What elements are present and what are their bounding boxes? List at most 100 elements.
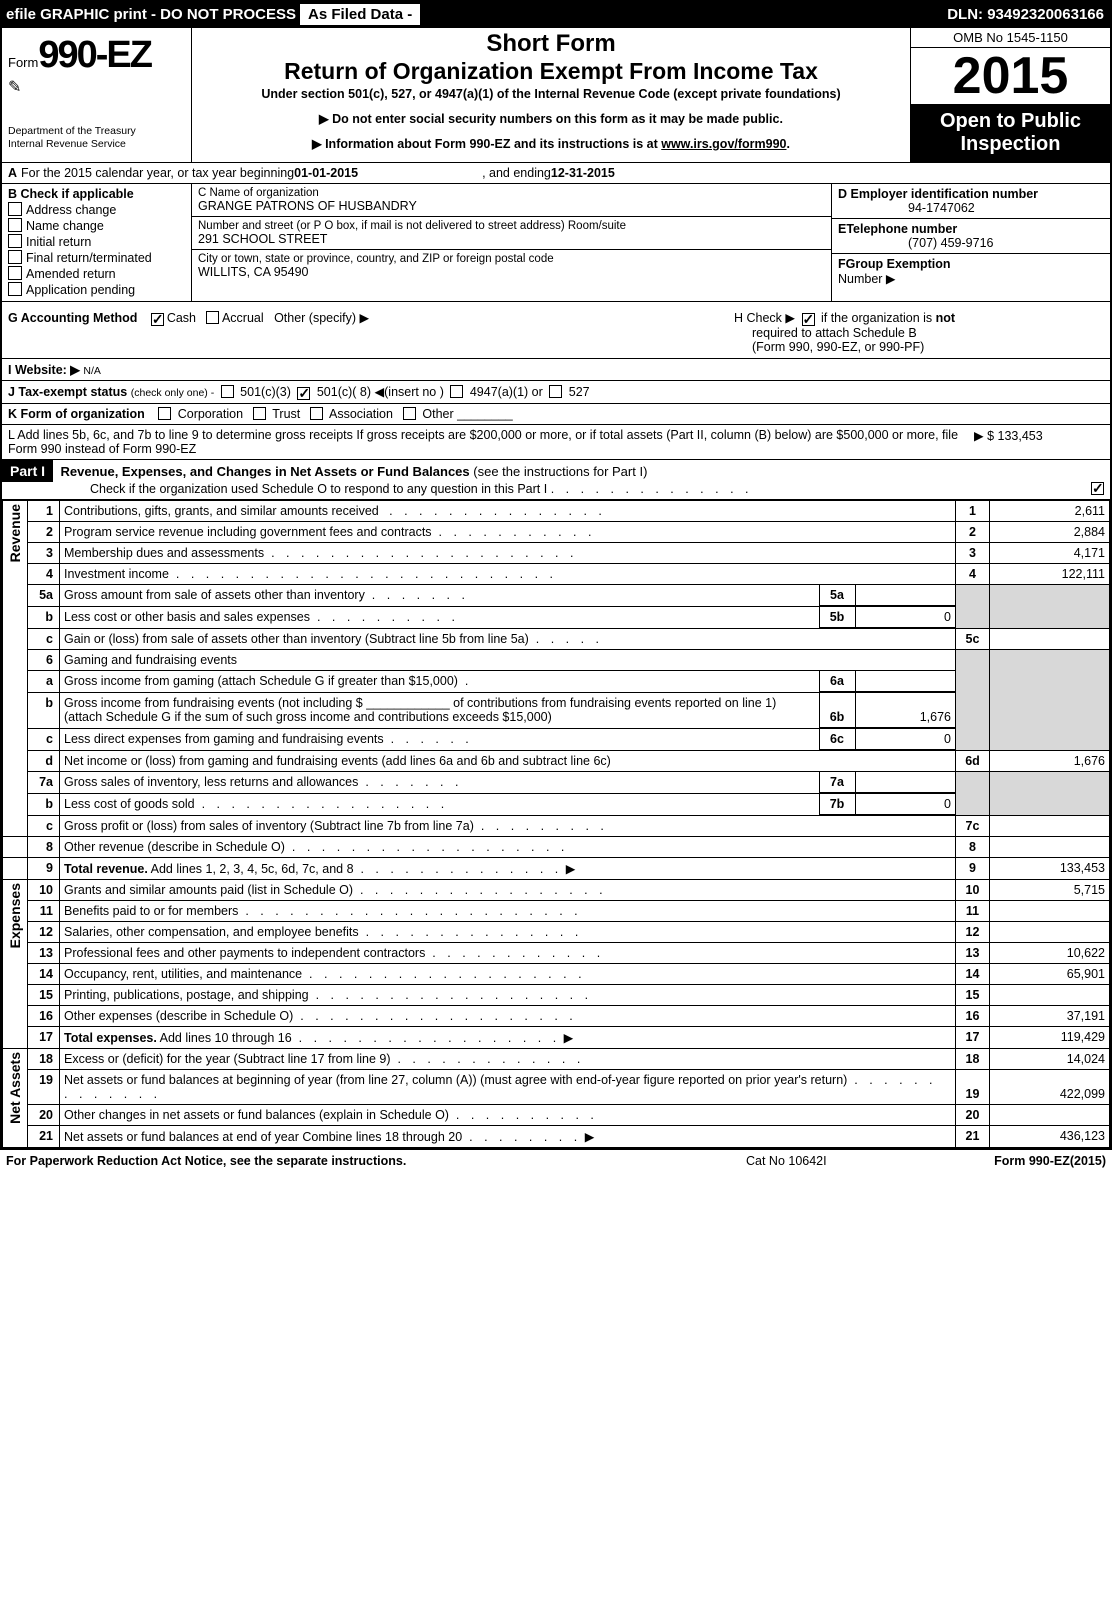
line-6b: b Gross income from fundraising events (… xyxy=(3,693,1110,729)
c-street-value: 291 SCHOOL STREET xyxy=(198,232,825,246)
f-label: FGroup Exemption xyxy=(838,257,951,271)
h-post: if the organization is xyxy=(821,311,936,325)
chk-address-change[interactable]: Address change xyxy=(8,202,185,217)
line-7b: b Less cost of goods sold . . . . . . . … xyxy=(3,793,1110,815)
line-6a: a Gross income from gaming (attach Sched… xyxy=(3,671,1110,693)
chk-final-return[interactable]: Final return/terminated xyxy=(8,250,185,265)
line-6: 6Gaming and fundraising events xyxy=(3,650,1110,671)
j-o3: 4947(a)(1) or xyxy=(470,385,543,399)
line-15: 15Printing, publications, postage, and s… xyxy=(3,984,1110,1005)
row-a-label: A xyxy=(8,166,17,180)
line-21: 21Net assets or fund balances at end of … xyxy=(3,1125,1110,1147)
chk-501c[interactable] xyxy=(297,387,310,400)
chk-527[interactable] xyxy=(549,385,562,398)
line-17: 17Total expenses. Add lines 10 through 1… xyxy=(3,1026,1110,1048)
form-number-big: 990-EZ xyxy=(38,34,151,76)
c-city-value: WILLITS, CA 95490 xyxy=(198,265,825,279)
k-o2: Trust xyxy=(272,407,300,421)
chk-501c3[interactable] xyxy=(221,385,234,398)
line-16: 16Other expenses (describe in Schedule O… xyxy=(3,1005,1110,1026)
chk-accrual[interactable] xyxy=(206,311,219,324)
row-gh: G Accounting Method Cash Accrual Other (… xyxy=(2,302,1110,359)
chk-name-change[interactable]: Name change xyxy=(8,218,185,233)
row-a-end: 12-31-2015 xyxy=(551,166,615,180)
g-other: Other (specify) ▶ xyxy=(274,311,369,325)
lines-area: Revenue 1 Contributions, gifts, grants, … xyxy=(2,500,1110,1148)
line-1: Revenue 1 Contributions, gifts, grants, … xyxy=(3,501,1110,522)
f-label-2: Number ▶ xyxy=(838,271,1104,286)
side-net-assets: Net Assets xyxy=(3,1048,28,1147)
line-7c: cGross profit or (loss) from sales of in… xyxy=(3,815,1110,836)
right-box: OMB No 1545-1150 2015 Open to Public Ins… xyxy=(910,28,1110,162)
g-label: G Accounting Method xyxy=(8,311,137,325)
l-amount: ▶ $ 133,453 xyxy=(974,428,1104,456)
line-5a: 5a Gross amount from sale of assets othe… xyxy=(3,585,1110,607)
chk-amended-return[interactable]: Amended return xyxy=(8,266,185,281)
chk-corp[interactable] xyxy=(158,407,171,420)
side-revenue: Revenue xyxy=(3,501,28,837)
irs-link[interactable]: www.irs.gov/form990 xyxy=(661,137,786,151)
row-j: J Tax-exempt status (check only one) - 5… xyxy=(2,381,1110,404)
line-12: 12Salaries, other compensation, and empl… xyxy=(3,921,1110,942)
part-i-title: Revenue, Expenses, and Changes in Net As… xyxy=(61,464,470,479)
form-prefix: Form xyxy=(8,55,38,70)
line-3: 3Membership dues and assessments . . . .… xyxy=(3,543,1110,564)
h-line-2: required to attach Schedule B xyxy=(734,326,1104,340)
chk-4947[interactable] xyxy=(450,385,463,398)
line-6d: dNet income or (loss) from gaming and fu… xyxy=(3,750,1110,771)
dept-line-2: Internal Revenue Service xyxy=(8,138,185,151)
row-a-begin: 01-01-2015 xyxy=(294,166,358,180)
b-label: B Check if applicable xyxy=(8,187,134,201)
topbar: efile GRAPHIC print - DO NOT PROCESS As … xyxy=(0,0,1112,28)
chk-trust[interactable] xyxy=(253,407,266,420)
chk-application-pending[interactable]: Application pending xyxy=(8,282,185,297)
short-form: Short Form xyxy=(200,30,902,58)
d-value: 94-1747062 xyxy=(838,201,1104,215)
row-i: I Website: ▶ N/A xyxy=(2,359,1110,381)
footer-mid: Cat No 10642I xyxy=(746,1154,926,1168)
chk-h[interactable] xyxy=(802,313,815,326)
c-name-value: GRANGE PATRONS OF HUSBANDRY xyxy=(198,199,825,213)
col-d: D Employer identification number 94-1747… xyxy=(832,184,1110,301)
line-10: Expenses10Grants and similar amounts pai… xyxy=(3,879,1110,900)
k-o3: Association xyxy=(329,407,393,421)
title-box: Short Form Return of Organization Exempt… xyxy=(192,28,910,162)
j-label: J Tax-exempt status xyxy=(8,385,127,399)
tax-year: 2015 xyxy=(911,48,1110,104)
k-o4: Other xyxy=(422,407,453,421)
line-20: 20Other changes in net assets or fund ba… xyxy=(3,1104,1110,1125)
line-11: 11Benefits paid to or for members . . . … xyxy=(3,900,1110,921)
chk-other-org[interactable] xyxy=(403,407,416,420)
row-l: L Add lines 5b, 6c, and 7b to line 9 to … xyxy=(2,425,1110,460)
row-a-pre: For the 2015 calendar year, or tax year … xyxy=(21,166,294,180)
row-a: A For the 2015 calendar year, or tax yea… xyxy=(2,163,1110,184)
chk-cash[interactable] xyxy=(151,313,164,326)
row-a-mid: , and ending xyxy=(482,166,551,180)
g-cash: Cash xyxy=(167,311,196,325)
notice-1: ▶ Do not enter social security numbers o… xyxy=(200,111,902,126)
h-line-3: (Form 990, 990-EZ, or 990-PF) xyxy=(734,340,1104,354)
part-i-label: Part I xyxy=(2,460,53,482)
i-value: N/A xyxy=(83,365,101,377)
notice-2: ▶ Information about Form 990-EZ and its … xyxy=(200,136,902,151)
footer-right: Form 990-EZ(2015) xyxy=(926,1154,1106,1168)
j-o4: 527 xyxy=(569,385,590,399)
c-city-label: City or town, state or province, country… xyxy=(198,253,825,265)
i-label: I Website: ▶ xyxy=(8,363,80,377)
l-text: L Add lines 5b, 6c, and 7b to line 9 to … xyxy=(8,428,974,456)
header-row: Form990-EZ ✎ Department of the Treasury … xyxy=(2,28,1110,163)
k-o1: Corporation xyxy=(178,407,243,421)
footer: For Paperwork Reduction Act Notice, see … xyxy=(0,1150,1112,1172)
j-o2: 501(c)( 8) ◀(insert no ) xyxy=(317,385,444,399)
j-hint: (check only one) - xyxy=(131,387,214,399)
chk-part-i[interactable] xyxy=(1091,482,1104,495)
e-label: ETelephone number xyxy=(838,222,957,236)
line-5b: b Less cost or other basis and sales exp… xyxy=(3,607,1110,629)
line-13: 13Professional fees and other payments t… xyxy=(3,942,1110,963)
line-9: 9Total revenue. Add lines 1, 2, 3, 4, 5c… xyxy=(3,857,1110,879)
chk-initial-return[interactable]: Initial return xyxy=(8,234,185,249)
chk-assoc[interactable] xyxy=(310,407,323,420)
lines-table: Revenue 1 Contributions, gifts, grants, … xyxy=(2,500,1110,1148)
j-o1: 501(c)(3) xyxy=(240,385,291,399)
side-expenses: Expenses xyxy=(3,879,28,1048)
